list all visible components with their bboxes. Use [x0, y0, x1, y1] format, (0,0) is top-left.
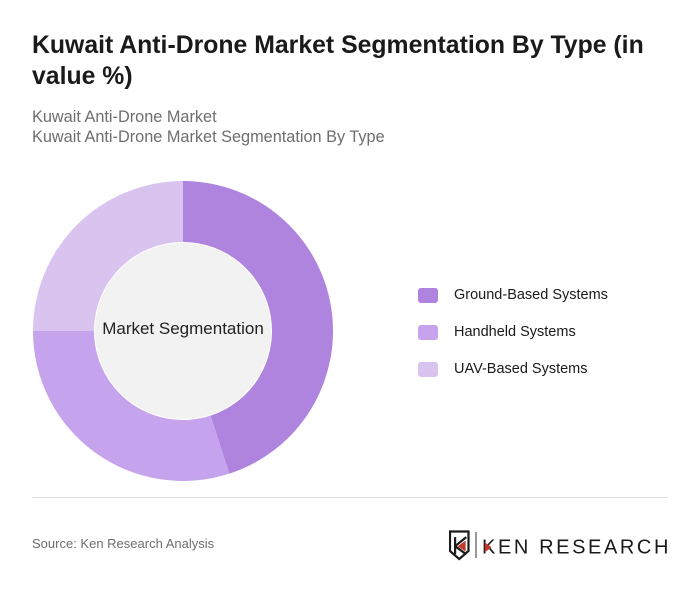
svg-text:KEN RESEARCH: KEN RESEARCH: [482, 537, 671, 559]
